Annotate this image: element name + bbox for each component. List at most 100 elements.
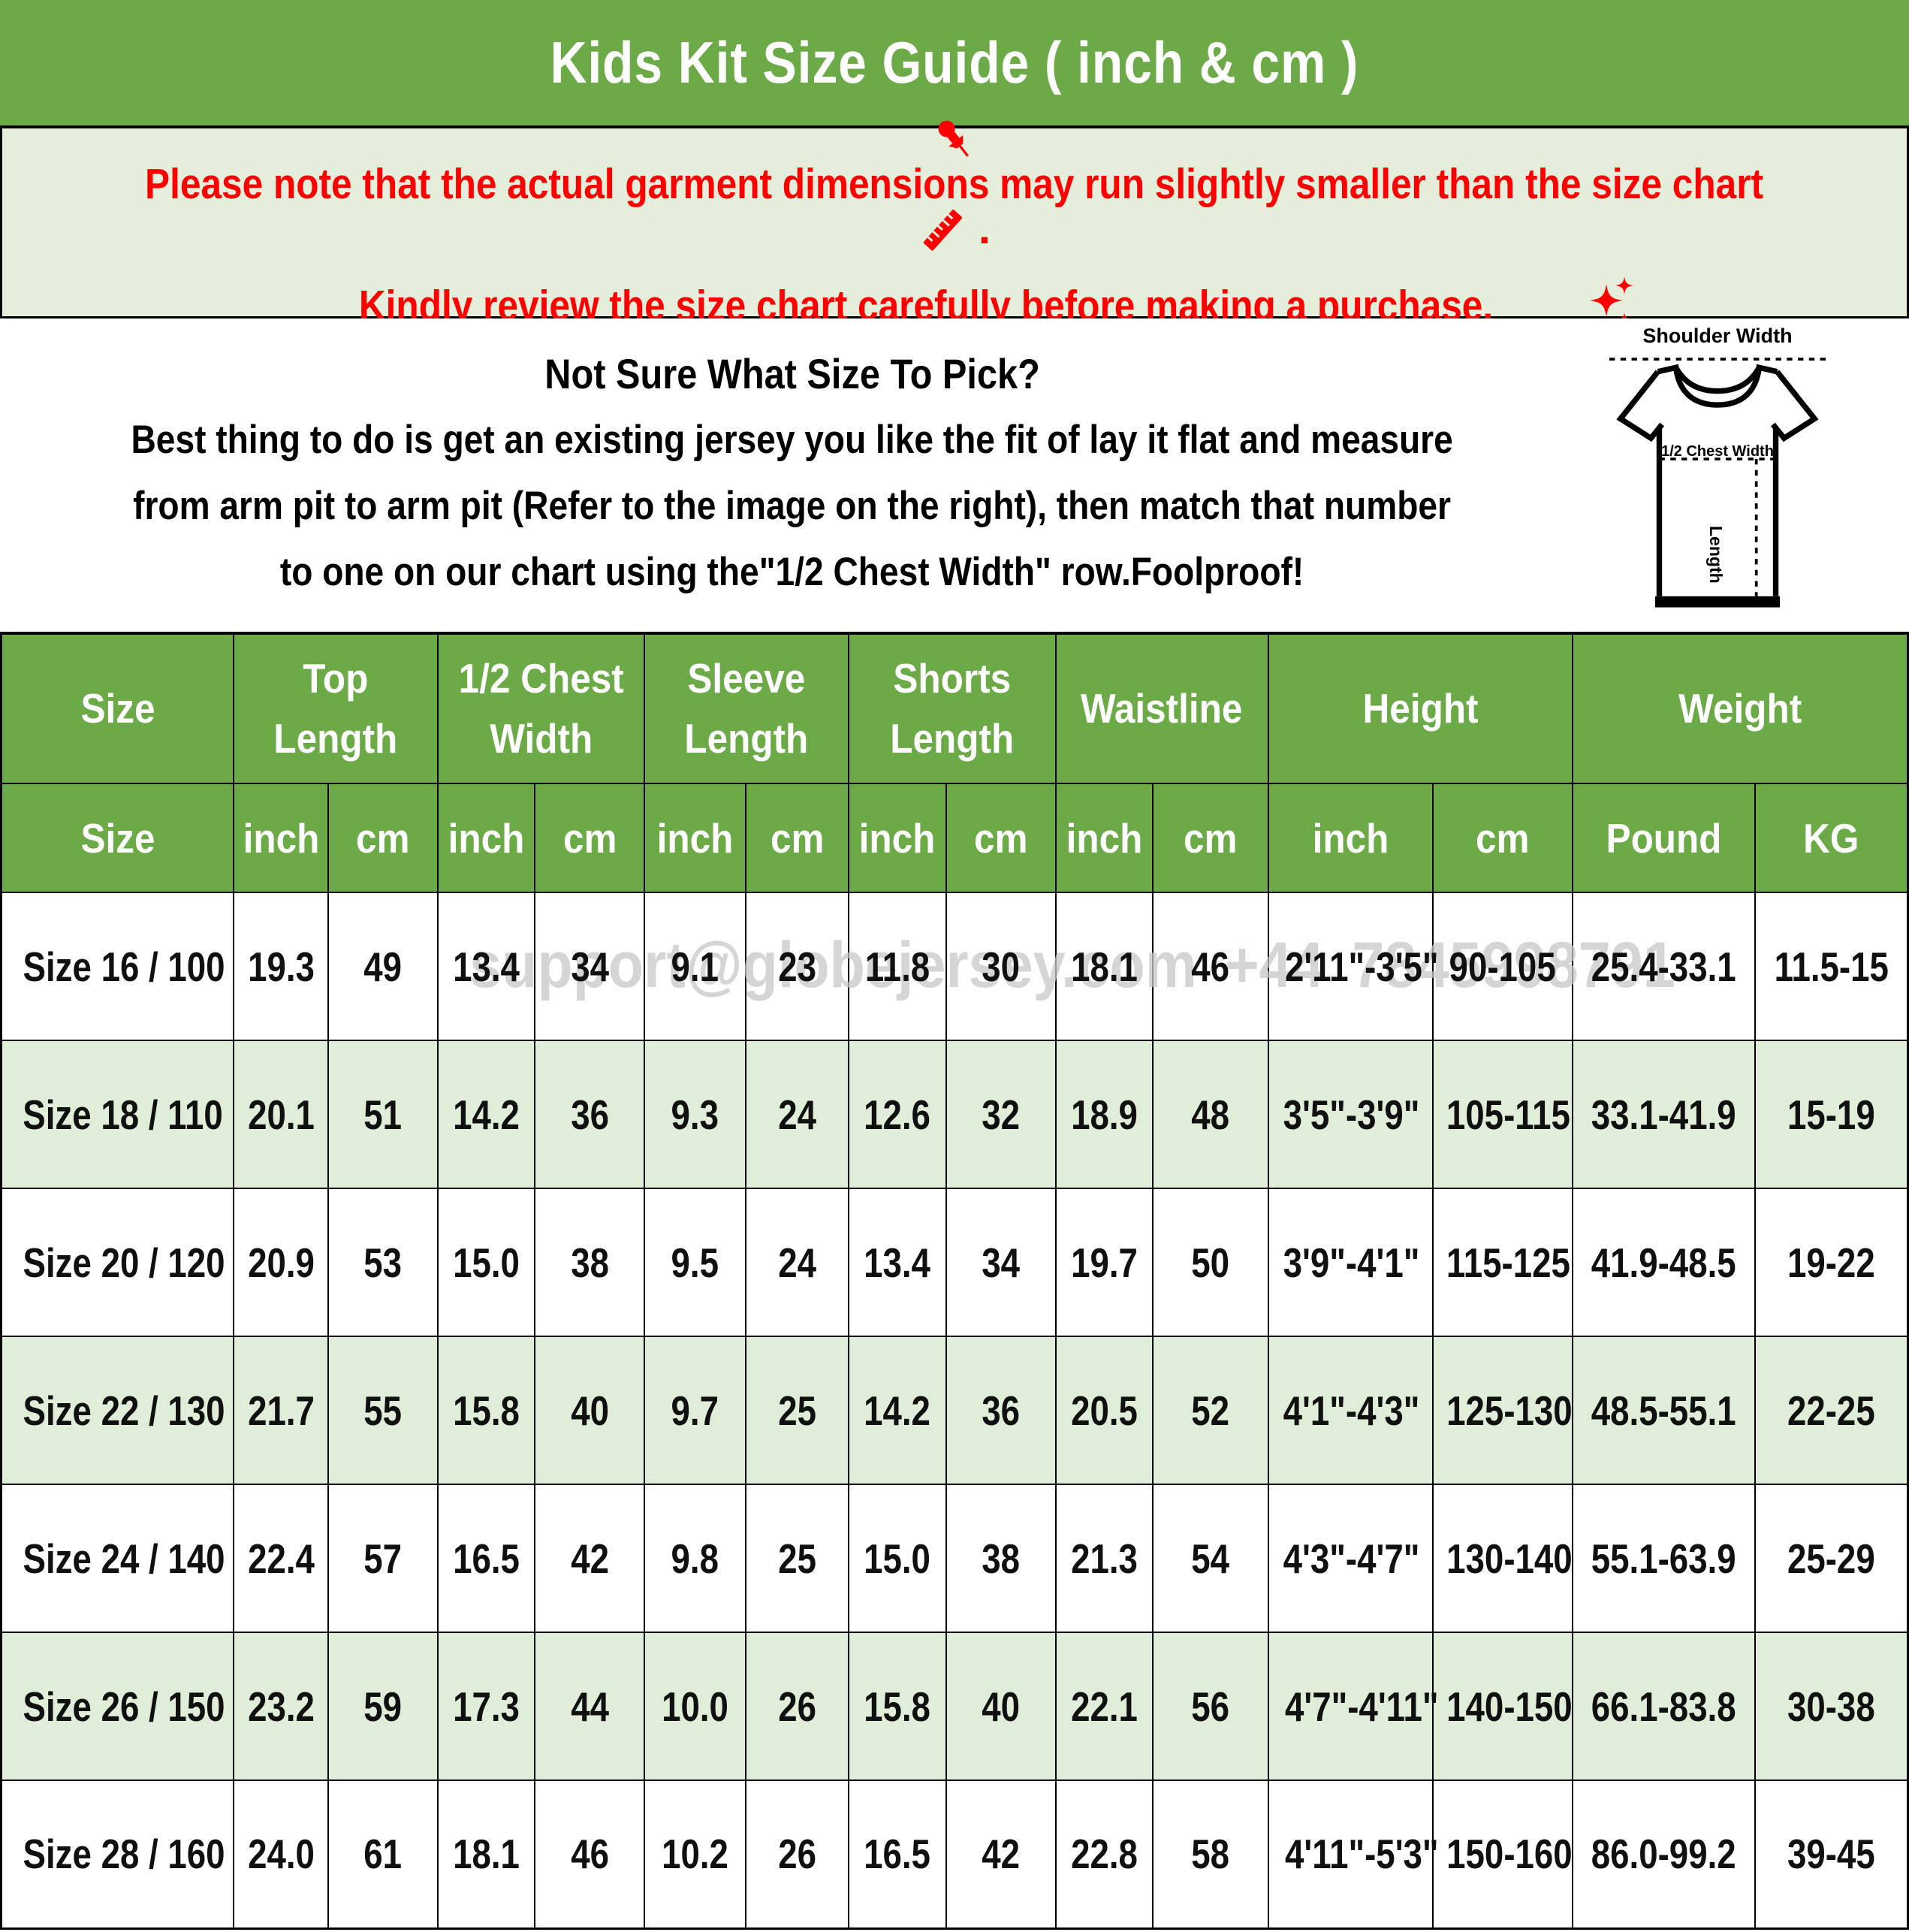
chest-width-label: 1/2 Chest Width — [1661, 443, 1774, 460]
value-cell: 20.1 — [233, 1040, 329, 1189]
notice-line-1-period: . — [979, 204, 991, 253]
page-title: Kids Kit Size Guide ( inch & cm ) — [550, 29, 1359, 95]
unit-header: Pound — [1571, 783, 1757, 893]
group-header-top-length: Top Length — [233, 632, 439, 784]
value-cell: 10.0 — [644, 1632, 746, 1781]
pushpin-icon — [930, 114, 979, 162]
value-cell: 52 — [1151, 1336, 1269, 1485]
notice-line-1: Please note that the actual garment dime… — [2, 115, 1907, 254]
table-row: Size 26 / 150 23.2 59 17.3 44 10.0 26 15.8 40 22.… — [0, 1632, 1909, 1781]
group-header-weight: Weight — [1571, 632, 1909, 784]
value-cell: 115-125 — [1432, 1188, 1573, 1337]
value-cell: 18.9 — [1054, 1040, 1154, 1189]
value-cell: 16.5 — [848, 1780, 947, 1929]
unit-header: cm — [1432, 783, 1573, 893]
sizing-help-line-3: from arm pit to arm pit (Refer to the im… — [133, 484, 1452, 528]
size-cell: Size 16 / 100 — [0, 892, 235, 1041]
value-cell: 25-29 — [1754, 1484, 1909, 1633]
value-cell: 32 — [945, 1040, 1057, 1189]
value-cell: 66.1-83.8 — [1571, 1632, 1757, 1781]
value-cell: 4'11"-5'3" — [1267, 1780, 1438, 1929]
value-cell: 125-130 — [1432, 1336, 1573, 1485]
value-cell: 140-150 — [1432, 1632, 1573, 1781]
value-cell: 55 — [327, 1336, 439, 1485]
value-cell: 9.8 — [644, 1484, 746, 1633]
value-cell: 24.0 — [233, 1780, 329, 1929]
value-cell: 34 — [534, 892, 646, 1041]
title-bar: Kids Kit Size Guide ( inch & cm ) — [0, 0, 1909, 128]
value-cell: 9.1 — [644, 892, 746, 1041]
table-body: Size 16 / 100 19.3 49 13.4 34 9.1 23 11.8 30 18.1… — [0, 892, 1909, 1929]
size-cell: Size 28 / 160 — [0, 1780, 235, 1929]
group-header-sleeve-length: Sleeve Length — [644, 632, 850, 784]
value-cell: 2'11"-3'5" — [1267, 892, 1438, 1041]
tshirt-outline — [1609, 358, 1826, 608]
sizing-help-heading: Not Sure What Size To Pick? — [544, 350, 1040, 397]
unit-header: KG — [1754, 783, 1909, 893]
size-cell: Size 26 / 150 — [0, 1632, 235, 1781]
table-row: Size 22 / 130 21.7 55 15.8 40 9.7 25 14.2 36 20.5… — [0, 1336, 1909, 1485]
unit-header: cm — [744, 783, 850, 893]
value-cell: 22-25 — [1754, 1336, 1909, 1485]
value-cell: 46 — [534, 1780, 646, 1929]
value-cell: 44 — [534, 1632, 646, 1781]
value-cell: 86.0-99.2 — [1571, 1780, 1757, 1929]
size-table-wrap: support@globejersey.com +44 7845998791 S… — [0, 632, 1909, 1930]
value-cell: 15.0 — [848, 1484, 947, 1633]
unit-header: Size — [0, 783, 235, 893]
value-cell: 14.2 — [436, 1040, 536, 1189]
table-row: Size 28 / 160 24.0 61 18.1 46 10.2 26 16.5 42 22.… — [0, 1780, 1909, 1929]
value-cell: 21.3 — [1054, 1484, 1154, 1633]
group-header-waistline: Waistline — [1054, 632, 1269, 784]
unit-header: inch — [848, 783, 947, 893]
value-cell: 33.1-41.9 — [1571, 1040, 1757, 1189]
value-cell: 14.2 — [848, 1336, 947, 1485]
value-cell: 40 — [534, 1336, 646, 1485]
size-cell: Size 20 / 120 — [0, 1188, 235, 1337]
value-cell: 13.4 — [848, 1188, 947, 1337]
unit-header: inch — [436, 783, 536, 893]
table-row: Size 16 / 100 19.3 49 13.4 34 9.1 23 11.8 30 18.1… — [0, 892, 1909, 1041]
sizing-help-line-2: Best thing to do is get an existing jers… — [131, 418, 1454, 462]
value-cell: 19.7 — [1054, 1188, 1154, 1337]
ruler-icon — [918, 205, 979, 253]
value-cell: 105-115 — [1432, 1040, 1573, 1189]
value-cell: 23 — [744, 892, 850, 1041]
value-cell: 90-105 — [1432, 892, 1573, 1041]
value-cell: 20.9 — [233, 1188, 329, 1337]
value-cell: 18.1 — [436, 1780, 536, 1929]
value-cell: 10.2 — [644, 1780, 746, 1929]
unit-header: inch — [1054, 783, 1154, 893]
unit-header-row: Size inch cm inch cm inch cm inch cm inc… — [0, 783, 1909, 893]
value-cell: 18.1 — [1054, 892, 1154, 1041]
value-cell: 30 — [945, 892, 1057, 1041]
unit-header: cm — [327, 783, 439, 893]
value-cell: 15-19 — [1754, 1040, 1909, 1189]
group-header-chest-width: 1/2 Chest Width — [436, 632, 646, 784]
value-cell: 58 — [1151, 1780, 1269, 1929]
unit-header: inch — [644, 783, 746, 893]
value-cell: 30-38 — [1754, 1632, 1909, 1781]
value-cell: 48.5-55.1 — [1571, 1336, 1757, 1485]
value-cell: 25 — [744, 1484, 850, 1633]
group-header-size: Size — [0, 632, 235, 784]
value-cell: 11.8 — [848, 892, 947, 1041]
table-row: Size 24 / 140 22.4 57 16.5 42 9.8 25 15.0 38 21.3… — [0, 1484, 1909, 1633]
value-cell: 23.2 — [233, 1632, 329, 1781]
value-cell: 15.8 — [436, 1336, 536, 1485]
value-cell: 38 — [945, 1484, 1057, 1633]
unit-header: inch — [1267, 783, 1434, 893]
value-cell: 20.5 — [1054, 1336, 1154, 1485]
size-cell: Size 18 / 110 — [0, 1040, 235, 1189]
value-cell: 4'3"-4'7" — [1267, 1484, 1434, 1633]
value-cell: 11.5-15 — [1754, 892, 1909, 1041]
sizing-help-line-4: to one on our chart using the"1/2 Chest … — [280, 550, 1304, 594]
value-cell: 15.8 — [848, 1632, 947, 1781]
value-cell: 50 — [1151, 1188, 1269, 1337]
unit-header: inch — [233, 783, 329, 893]
value-cell: 22.4 — [233, 1484, 329, 1633]
unit-header: cm — [534, 783, 646, 893]
tshirt-diagram: Shoulder Width 1/2 Chest Width Length — [1579, 325, 1856, 621]
value-cell: 25.4-33.1 — [1571, 892, 1757, 1041]
value-cell: 42 — [945, 1780, 1057, 1929]
